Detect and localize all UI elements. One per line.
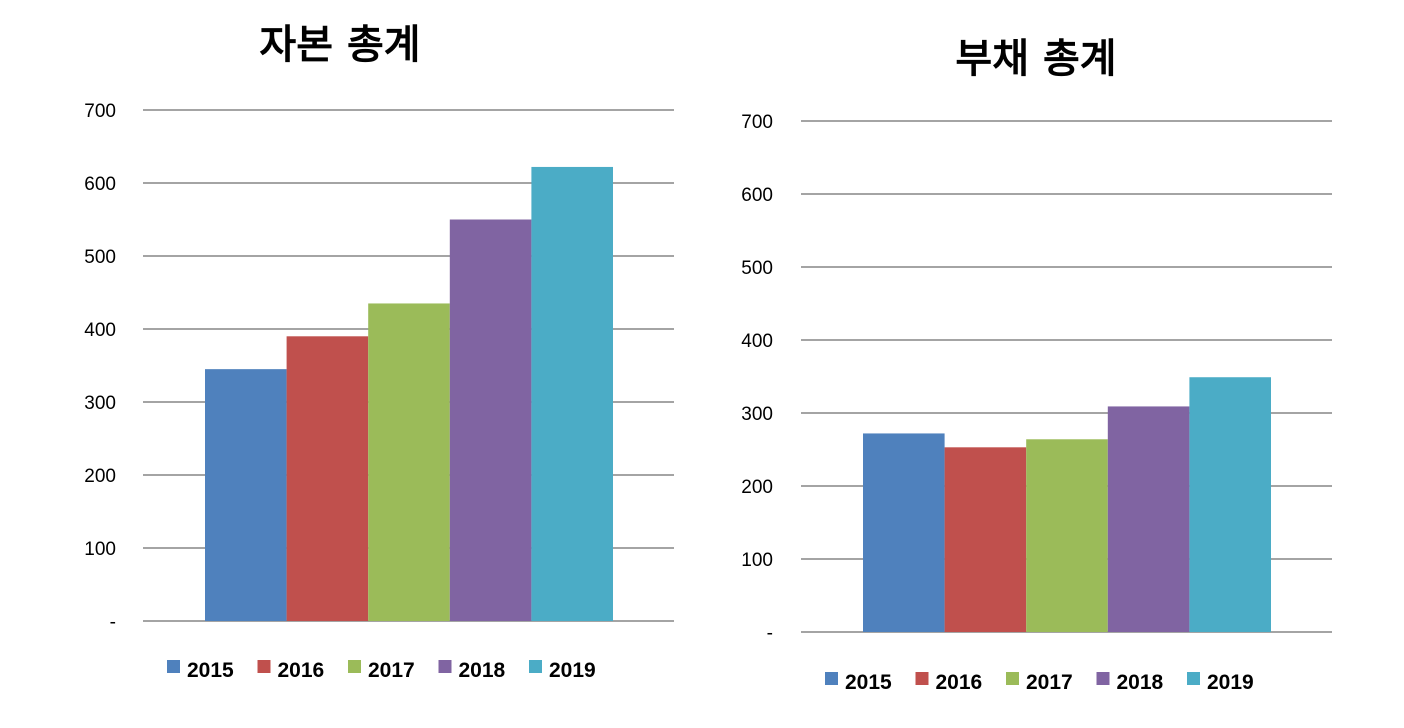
legend-swatch — [825, 672, 838, 685]
y-tick-label: - — [767, 623, 773, 644]
y-tick-label: 100 — [741, 550, 773, 571]
y-tick-label: 100 — [84, 539, 116, 560]
y-tick-label: 200 — [84, 466, 116, 487]
legend-label: 2015 — [845, 671, 892, 694]
bar-2019 — [531, 166, 613, 621]
y-tick-label: 500 — [84, 247, 116, 268]
y-tick-label: 400 — [741, 331, 773, 352]
y-tick-label: 600 — [741, 185, 773, 206]
legend-label: 2016 — [278, 659, 325, 682]
y-tick-label: 700 — [741, 112, 773, 133]
y-tick-label: 400 — [84, 320, 116, 341]
legend-label: 2018 — [459, 659, 506, 682]
bar-2016 — [944, 447, 1027, 632]
bar-2017 — [1026, 439, 1108, 632]
bar-2018 — [449, 219, 532, 621]
chart-1: 자본 총계 - 100 200 300 400 500 600 700 2015 2016 2017 2… — [84, 22, 674, 682]
bar-2019 — [1189, 377, 1271, 632]
chart-title: 부채 총계 — [955, 36, 1116, 82]
bar-2016 — [286, 336, 369, 621]
y-tick-label: - — [110, 612, 116, 633]
chart-2: 부채 총계 - 100 200 300 400 500 600 700 2015 2016 2017 2… — [741, 36, 1332, 694]
bar-2017 — [368, 303, 450, 621]
bar-2018 — [1107, 406, 1190, 632]
legend-swatch — [1006, 672, 1019, 685]
y-tick-label: 300 — [84, 393, 116, 414]
chart-title: 자본 총계 — [259, 22, 420, 68]
legend-label: 2018 — [1117, 671, 1164, 694]
y-tick-label: 500 — [741, 258, 773, 279]
legend-swatch — [1096, 672, 1110, 685]
y-tick-label: 300 — [741, 404, 773, 425]
legend-swatch — [529, 660, 542, 673]
y-tick-label: 600 — [84, 174, 116, 195]
legend-label: 2019 — [549, 659, 596, 682]
y-tick-label: 700 — [84, 101, 116, 122]
legend-label: 2016 — [936, 671, 983, 694]
legend-swatch — [257, 660, 271, 673]
legend-label: 2017 — [1026, 671, 1073, 694]
bar-2015 — [205, 369, 287, 621]
legend-label: 2017 — [368, 659, 415, 682]
legend-swatch — [348, 660, 361, 673]
legend-swatch — [1187, 672, 1200, 685]
bar-2015 — [863, 433, 945, 632]
legend-swatch — [438, 660, 452, 673]
y-tick-label: 200 — [741, 477, 773, 498]
legend-swatch — [915, 672, 929, 685]
legend-label: 2019 — [1207, 671, 1254, 694]
legend-label: 2015 — [187, 659, 234, 682]
legend-swatch — [167, 660, 180, 673]
